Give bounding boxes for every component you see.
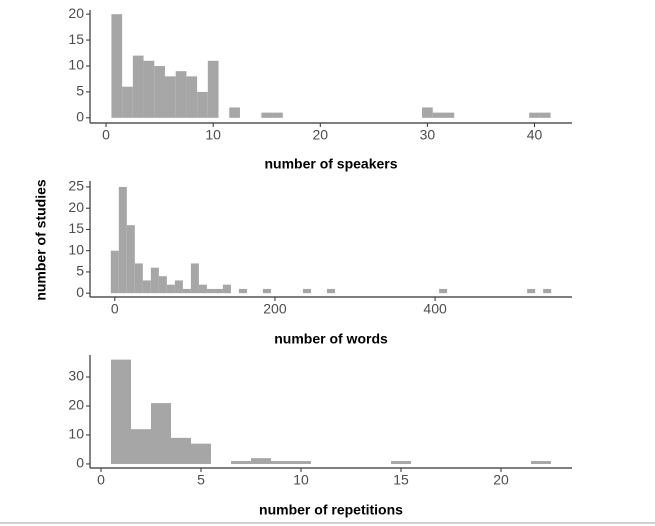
- bar: [432, 112, 444, 118]
- bar: [142, 280, 151, 294]
- y-tick-label: 15: [68, 31, 84, 47]
- bar: [271, 461, 291, 464]
- y-tick-label: 0: [76, 109, 84, 125]
- bar: [543, 288, 552, 294]
- bar: [143, 60, 155, 118]
- bar: [238, 288, 247, 294]
- bar: [391, 461, 411, 464]
- y-tick-label: 20: [68, 199, 84, 215]
- bar: [261, 112, 273, 118]
- bar: [154, 65, 165, 118]
- bar: [207, 60, 219, 118]
- bar: [291, 461, 311, 464]
- y-tick-label: 15: [68, 220, 84, 236]
- y-tick-label: 5: [76, 83, 84, 99]
- y-tick-label: 0: [76, 284, 84, 300]
- bar: [126, 225, 135, 294]
- x-tick-label: 10: [293, 472, 309, 488]
- bar: [251, 458, 271, 464]
- x-tick-label: 5: [197, 472, 205, 488]
- bar: [191, 443, 211, 464]
- x-axis-title: number of speakers: [264, 156, 397, 172]
- bar: [174, 280, 183, 294]
- bar: [131, 429, 151, 464]
- bar: [166, 284, 175, 294]
- x-axis-title: number of words: [274, 331, 388, 347]
- bar: [529, 112, 540, 118]
- bar: [122, 86, 133, 118]
- x-tick-label: 20: [312, 127, 328, 143]
- x-tick-label: 20: [493, 472, 509, 488]
- bar: [231, 461, 251, 464]
- y-axis-title: number of studies: [33, 179, 49, 301]
- bar: [182, 288, 191, 294]
- bar: [531, 461, 551, 464]
- x-tick-label: 400: [423, 301, 447, 317]
- bar: [150, 267, 159, 294]
- x-tick-label: 0: [97, 472, 105, 488]
- y-tick-label: 5: [76, 263, 84, 279]
- bar: [214, 288, 223, 294]
- x-tick-label: 30: [420, 127, 436, 143]
- y-tick-label: 10: [68, 241, 84, 257]
- bar: [111, 359, 131, 464]
- bar: [118, 186, 127, 294]
- y-tick-label: 20: [68, 397, 84, 413]
- bar: [539, 112, 551, 118]
- bar: [229, 107, 240, 118]
- x-tick-label: 15: [393, 472, 409, 488]
- bar: [190, 263, 199, 294]
- bar: [171, 437, 191, 464]
- y-tick-label: 20: [68, 5, 84, 21]
- bar: [175, 71, 187, 118]
- bar: [198, 284, 207, 294]
- bar: [272, 112, 283, 118]
- y-tick-label: 10: [68, 426, 84, 442]
- bar: [197, 91, 208, 118]
- x-tick-label: 40: [527, 127, 543, 143]
- bar: [302, 288, 311, 294]
- bar: [527, 288, 536, 294]
- x-tick-label: 0: [102, 127, 110, 143]
- bar: [132, 55, 144, 118]
- y-tick-label: 0: [76, 455, 84, 471]
- bar: [422, 107, 433, 118]
- bar: [158, 276, 167, 294]
- bar: [186, 76, 198, 118]
- x-tick-label: 10: [205, 127, 221, 143]
- x-tick-label: 200: [263, 301, 287, 317]
- y-tick-label: 25: [68, 178, 84, 194]
- bar: [443, 112, 455, 118]
- bar: [326, 288, 336, 294]
- y-tick-label: 10: [68, 57, 84, 73]
- bar: [222, 284, 231, 294]
- bar: [439, 288, 448, 294]
- bar: [151, 403, 171, 464]
- bar: [164, 76, 176, 118]
- bar: [206, 288, 215, 294]
- bar: [134, 263, 143, 294]
- bar: [110, 250, 119, 294]
- y-tick-label: 30: [68, 368, 84, 384]
- bar: [111, 14, 123, 118]
- bar: [262, 288, 271, 294]
- x-axis-title: number of repetitions: [259, 502, 403, 518]
- x-tick-label: 0: [111, 301, 119, 317]
